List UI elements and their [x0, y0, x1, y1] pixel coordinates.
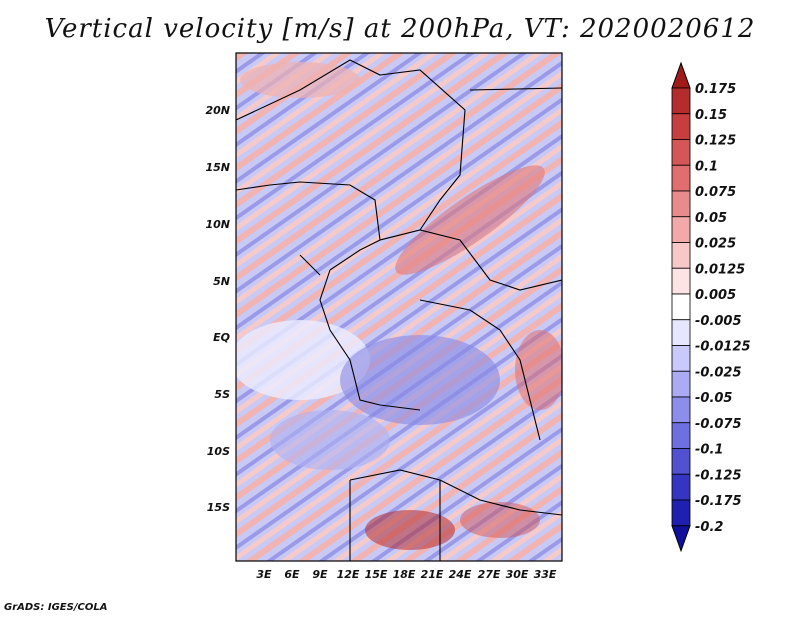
map-frame	[235, 52, 563, 562]
colorbar-label: -0.125	[695, 468, 742, 483]
lon-tick-label: 30E	[506, 568, 529, 581]
colorbar-label: -0.175	[695, 494, 742, 509]
colorbar-swatch	[671, 499, 691, 527]
colorbar-label: -0.075	[695, 417, 742, 432]
lon-tick-label: 18E	[393, 568, 416, 581]
colorbar-label: 0.175	[695, 82, 736, 97]
colorbar-swatch	[671, 267, 691, 295]
colorbar-swatch	[671, 216, 691, 243]
lat-tick-label: 10N	[205, 218, 230, 231]
lon-tick-label: 9E	[312, 568, 328, 581]
colorbar-swatch	[671, 242, 691, 269]
colorbar-swatch	[671, 422, 691, 449]
colorbar-label: -0.025	[695, 365, 742, 380]
colorbar-swatch	[671, 345, 691, 372]
colorbar-swatch	[671, 448, 691, 475]
lon-tick-label: 3E	[256, 568, 272, 581]
lat-tick-label: 20N	[205, 104, 230, 117]
colorbar-swatch	[671, 139, 691, 166]
colorbar: 0.175 0.15 0.125 0.1 0.075 0.05 0.025 0.0125 0.0…	[671, 61, 751, 553]
colorbar-label: 0.0125	[695, 262, 745, 277]
colorbar-label: -0.005	[695, 314, 742, 329]
longitude-axis: 3E 6E 9E 12E 15E 18E 21E 24E 27E 30E 33E	[256, 568, 556, 581]
colorbar-label: -0.05	[695, 391, 732, 406]
lat-tick-label: EQ	[213, 331, 230, 344]
colorbar-swatch	[671, 319, 691, 346]
lon-tick-label: 15E	[365, 568, 388, 581]
lon-tick-label: 24E	[449, 568, 472, 581]
colorbar-swatch	[671, 113, 691, 140]
lon-tick-label: 12E	[337, 568, 360, 581]
lat-tick-label: 10S	[207, 445, 230, 458]
latitude-axis: 20N 15N 10N 5N EQ 5S 10S 15S	[205, 104, 230, 514]
colorbar-label: 0.025	[695, 237, 736, 252]
grads-credit: GrADS: IGES/COLA	[4, 602, 108, 613]
colorbar-label: -0.0125	[695, 340, 751, 355]
map-plot-area	[235, 52, 563, 562]
colorbar-swatch	[671, 164, 691, 192]
velocity-blobs	[236, 62, 562, 550]
lat-tick-label: 15N	[205, 161, 230, 174]
colorbar-swatch	[671, 190, 691, 218]
colorbar-swatch	[671, 87, 691, 115]
colorbar-label: 0.1	[695, 159, 718, 174]
country-borders	[236, 59, 562, 561]
colorbar-label: 0.125	[695, 134, 736, 149]
colorbar-swatch	[671, 396, 691, 424]
colorbar-label: 0.15	[695, 108, 727, 123]
lon-tick-label: 6E	[284, 568, 300, 581]
lon-tick-label: 27E	[478, 568, 501, 581]
lon-tick-label: 33E	[534, 568, 557, 581]
chart-title: Vertical velocity [m/s] at 200hPa, VT: 2…	[44, 14, 756, 44]
colorbar-label: -0.2	[695, 520, 723, 535]
colorbar-max-arrow	[671, 61, 691, 89]
lat-tick-label: 15S	[207, 501, 230, 514]
lat-tick-label: 5S	[214, 388, 230, 401]
colorbar-label: -0.1	[695, 443, 723, 458]
colorbar-min-arrow	[671, 525, 691, 553]
lat-tick-label: 5N	[213, 275, 230, 288]
colorbar-swatch	[671, 473, 691, 501]
colorbar-label: 0.05	[695, 211, 727, 226]
colorbar-swatch	[671, 370, 691, 398]
lon-tick-label: 21E	[421, 568, 444, 581]
colorbar-swatch	[671, 293, 691, 321]
colorbar-label: 0.075	[695, 185, 736, 200]
colorbar-label: 0.005	[695, 288, 736, 303]
